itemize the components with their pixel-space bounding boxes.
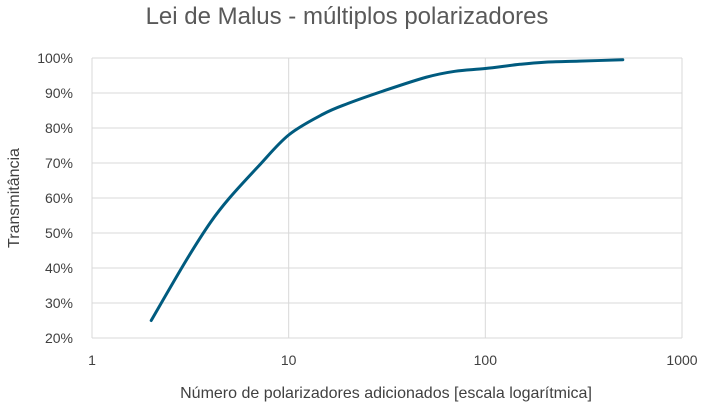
- y-tick-label: 30%: [45, 295, 73, 311]
- y-tick-label: 60%: [45, 190, 73, 206]
- series-layer: [149, 58, 625, 322]
- chart-title: Lei de Malus - múltiplos polarizadores: [146, 3, 549, 30]
- x-axis-label: Número de polarizadores adicionados [esc…: [180, 385, 592, 402]
- y-tick-label: 20%: [45, 330, 73, 346]
- x-tick-label: 1000: [666, 352, 697, 368]
- y-tick-label: 70%: [45, 155, 73, 171]
- y-tick-label: 90%: [45, 85, 73, 101]
- series-line: [149, 58, 625, 322]
- gridlines: [91, 57, 683, 339]
- x-tick-label: 1: [88, 352, 96, 368]
- y-axis-label: Transmitância: [6, 148, 23, 248]
- y-tick-label: 80%: [45, 120, 73, 136]
- y-tick-label: 100%: [37, 50, 73, 66]
- x-axis-tick-labels: 1 10 100 1000: [88, 352, 698, 368]
- x-tick-label: 100: [474, 352, 498, 368]
- y-axis-tick-labels: 20% 30% 40% 50% 60% 70% 80% 90% 100%: [37, 50, 73, 346]
- y-tick-label: 40%: [45, 260, 73, 276]
- y-tick-label: 50%: [45, 225, 73, 241]
- x-tick-label: 10: [281, 352, 297, 368]
